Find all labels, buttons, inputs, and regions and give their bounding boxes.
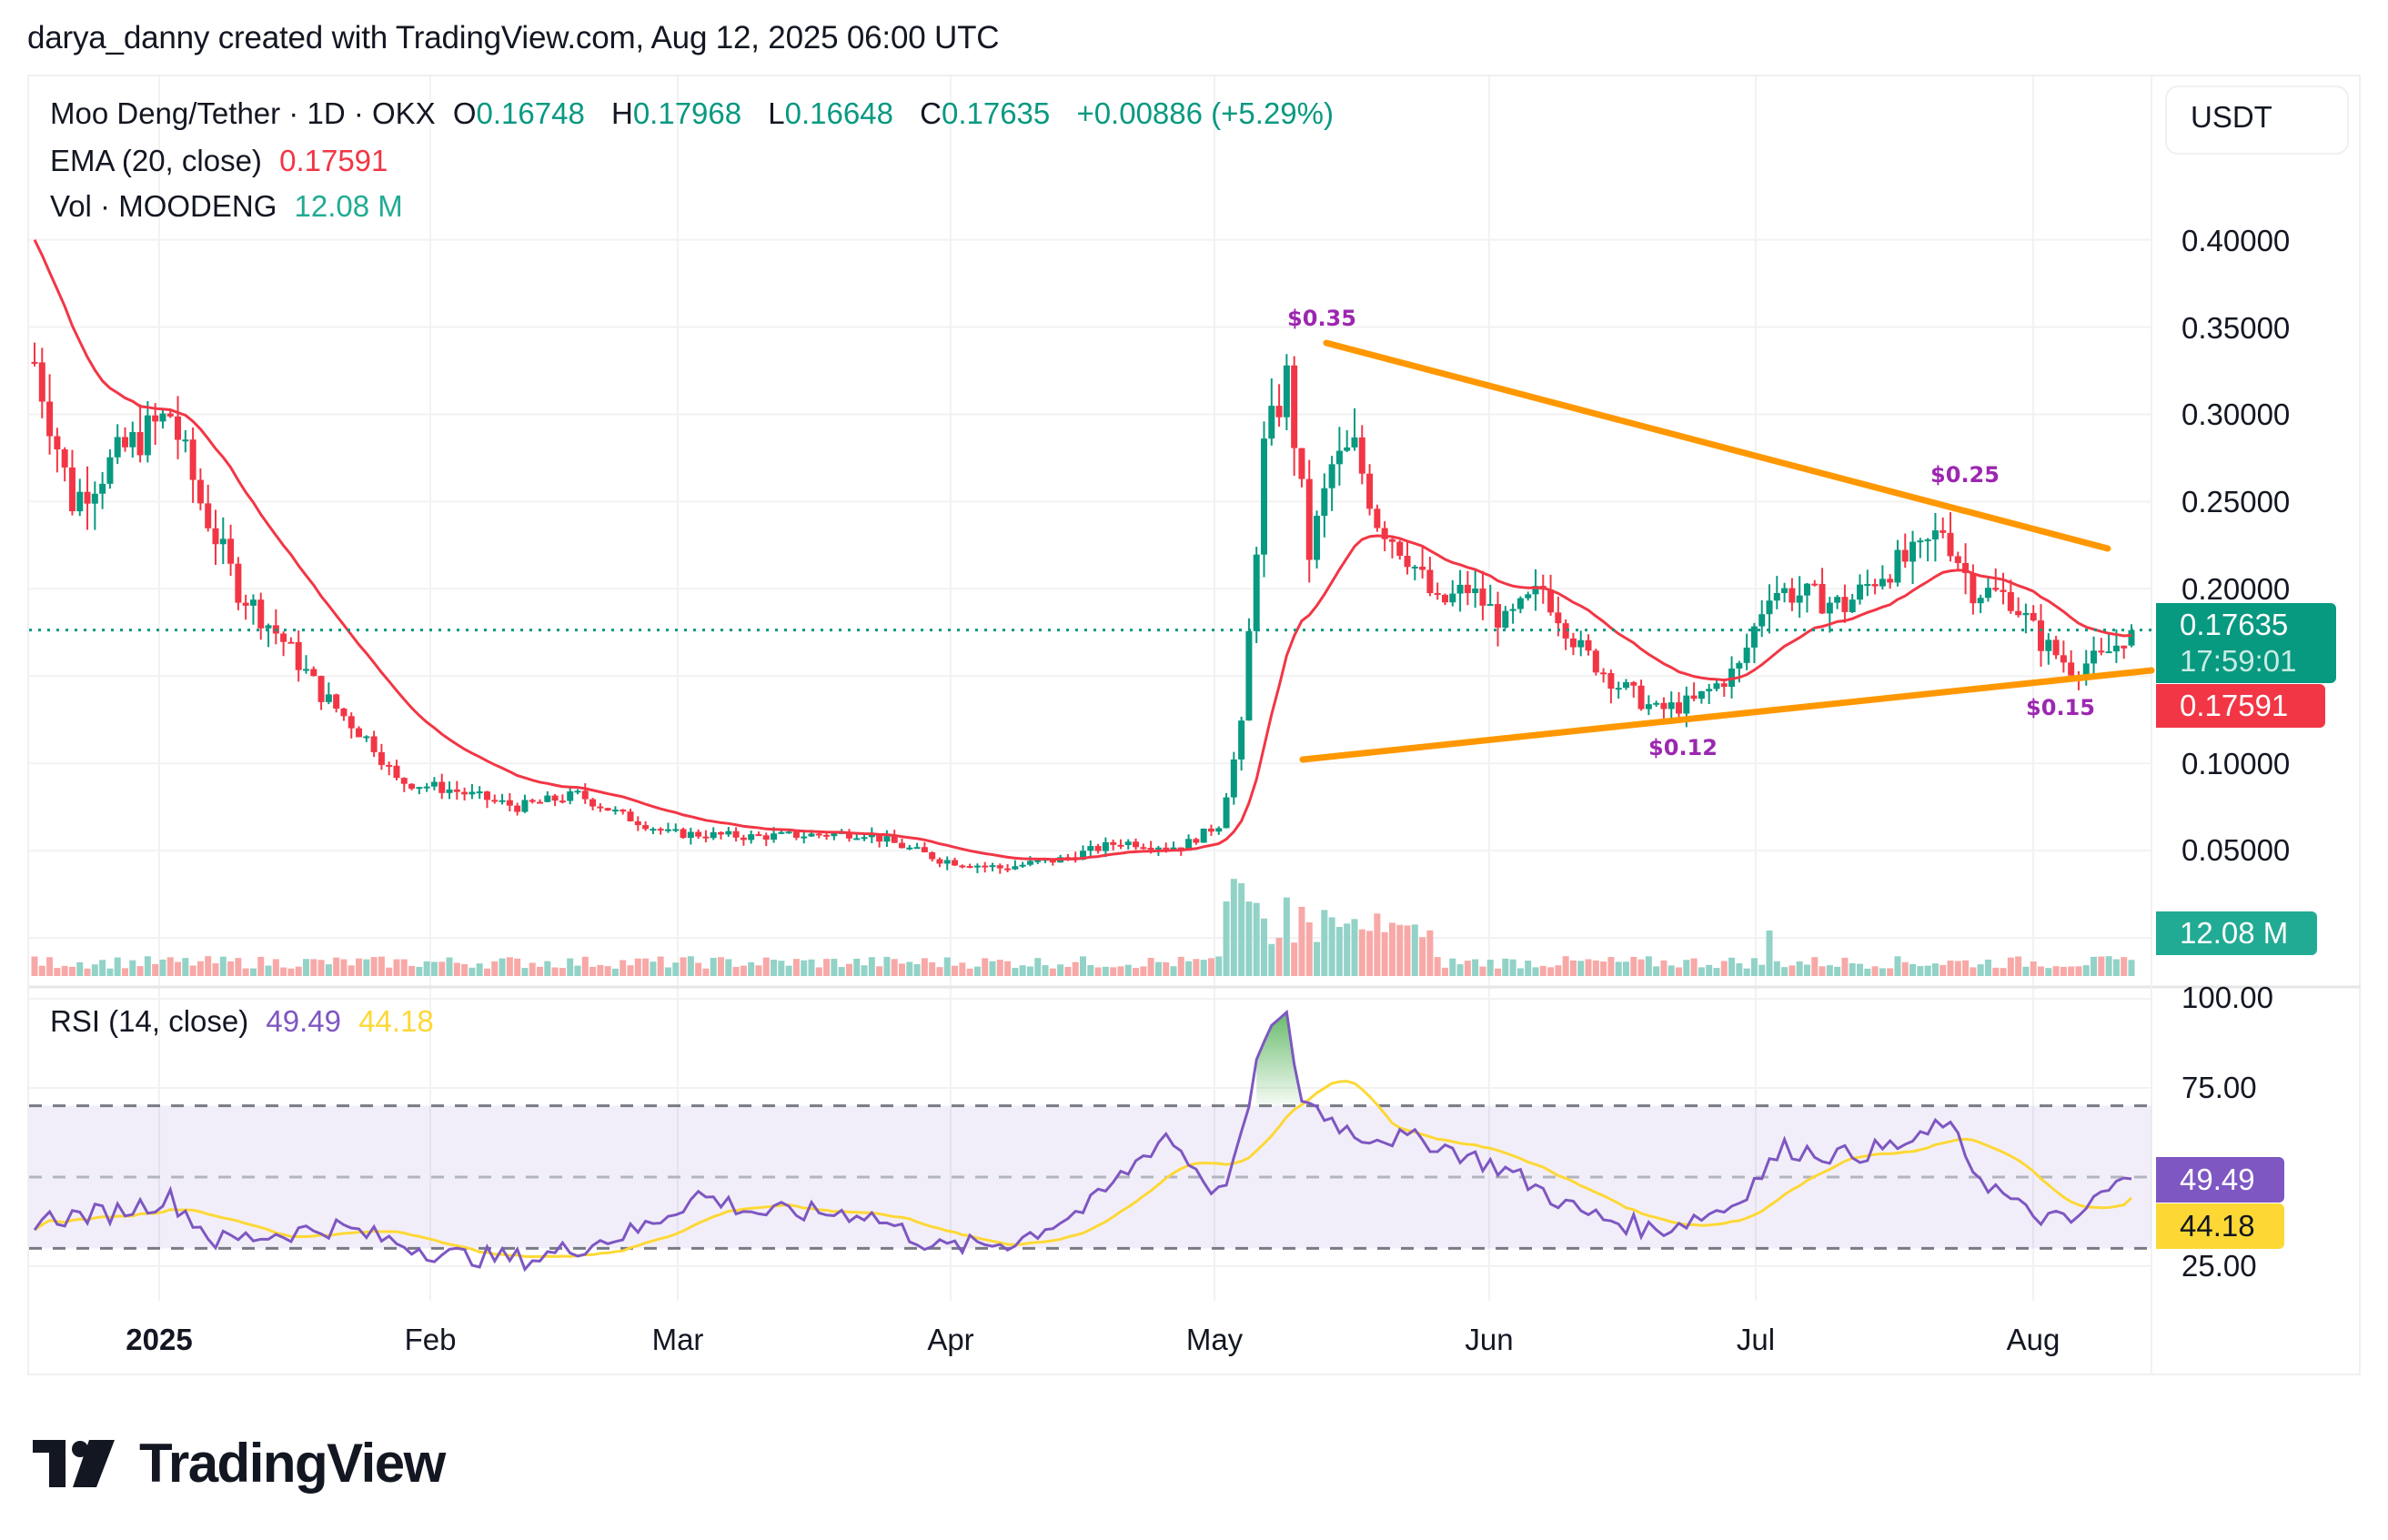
annotation-low[interactable]: $0.15 [2026, 695, 2095, 720]
chart-credit: darya_danny created with TradingView.com… [27, 20, 1000, 55]
support-trendline[interactable] [1299, 667, 2155, 763]
close-value: 0.17635 [941, 96, 1051, 130]
volume-label: Vol · MOODENG [50, 189, 277, 223]
time-label: May [1185, 1323, 1244, 1356]
time-label: Jun [1465, 1323, 1514, 1356]
price-tick: 0.40000 [2181, 224, 2291, 257]
last-price: 0.17635 [2180, 608, 2289, 641]
rsi-tick: 25.00 [2181, 1249, 2257, 1283]
close-label: C [920, 96, 942, 130]
ema-label: EMA (20, close) [50, 144, 262, 177]
time-label: Apr [927, 1323, 974, 1356]
price-tick: 0.25000 [2181, 485, 2291, 518]
rsi-label: RSI (14, close) [50, 1004, 249, 1038]
chart-frame[interactable] [27, 75, 2361, 1375]
brand-name: TradingView [139, 1433, 446, 1494]
volume-bars [31, 879, 2135, 976]
price-tick: 0.20000 [2181, 572, 2291, 606]
price-tick: 0.10000 [2181, 747, 2291, 780]
last-price-tag: 0.17635 17:59:01 [2156, 603, 2336, 683]
annotation-high[interactable]: $0.25 [1930, 462, 2000, 488]
price-tick: 0.05000 [2181, 833, 2291, 867]
high-label: H [610, 96, 633, 130]
price-tick: 0.30000 [2181, 398, 2291, 431]
currency-button[interactable]: USDT [2165, 86, 2349, 155]
volume-value: 12.08 M [294, 189, 403, 223]
grid-lines [29, 76, 2361, 1374]
annotation-high[interactable]: $0.35 [1287, 306, 1356, 331]
ema-value: 0.17591 [279, 144, 388, 177]
time-label: Jul [1736, 1323, 1776, 1356]
time-label: Aug [2006, 1323, 2061, 1356]
ema-price-tag: 0.17591 [2156, 684, 2325, 728]
bar-countdown: 17:59:01 [2180, 644, 2297, 678]
time-label: Feb [404, 1323, 457, 1356]
annotation-low[interactable]: $0.12 [1648, 735, 1718, 760]
change-value: +0.00886 (+5.29%) [1076, 96, 1334, 130]
time-label: 2025 [126, 1323, 193, 1356]
open-label: O [452, 96, 477, 130]
ema-legend[interactable]: EMA (20, close) 0.17591 [50, 144, 397, 178]
volume-legend[interactable]: Vol · MOODENG 12.08 M [50, 189, 412, 224]
rsi-ma-tag: 44.18 [2156, 1203, 2284, 1249]
time-label: Mar [651, 1323, 704, 1356]
tradingview-logo-icon [33, 1439, 115, 1487]
candlesticks [31, 342, 2135, 874]
rsi-tick: 100.00 [2181, 981, 2273, 1014]
open-value: 0.16748 [476, 96, 585, 130]
low-value: 0.16648 [784, 96, 893, 130]
symbol-legend: Moo Deng/Tether · 1D · OKX O0.16748 H0.1… [50, 96, 1343, 131]
rsi-tick: 75.00 [2181, 1071, 2257, 1104]
price-tick: 0.35000 [2181, 311, 2291, 345]
ema-line [33, 238, 2132, 861]
rsi-value: 49.49 [266, 1004, 342, 1038]
volume-tag: 12.08 M [2156, 911, 2317, 955]
resistance-trendline[interactable] [1323, 339, 2111, 552]
rsi-pane [29, 1009, 2151, 1273]
low-label: L [768, 96, 785, 130]
rsi-legend[interactable]: RSI (14, close) 49.49 44.18 [50, 1004, 443, 1039]
high-value: 0.17968 [632, 96, 742, 130]
symbol-title: Moo Deng/Tether · 1D · OKX [50, 96, 436, 130]
tradingview-logo[interactable]: TradingView [33, 1432, 446, 1495]
rsi-tag: 49.49 [2156, 1157, 2284, 1203]
rsi-ma-value: 44.18 [358, 1004, 434, 1038]
